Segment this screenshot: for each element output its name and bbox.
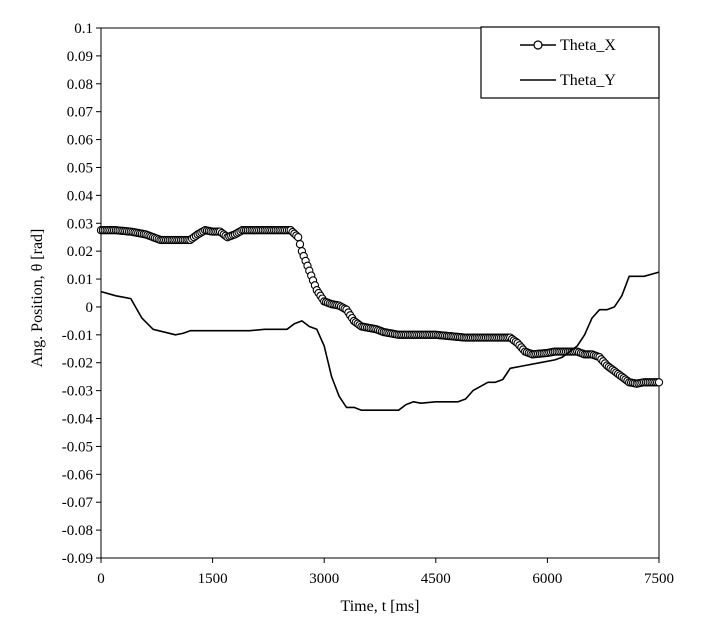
data-point bbox=[654, 378, 664, 387]
x-tick-label: 4500 bbox=[421, 571, 451, 587]
y-tick-label: 0.03 bbox=[67, 216, 93, 232]
y-tick-label: 0.05 bbox=[67, 160, 93, 176]
y-tick-label: -0.04 bbox=[62, 412, 94, 428]
series-layer bbox=[96, 226, 664, 412]
y-tick-label: -0.06 bbox=[62, 467, 94, 483]
legend-box bbox=[480, 26, 660, 99]
y-tick-label: 0.04 bbox=[67, 188, 94, 204]
y-tick-label: 0.1 bbox=[74, 21, 93, 37]
x-tick-label: 7500 bbox=[644, 571, 674, 587]
y-tick-label: -0.05 bbox=[62, 439, 93, 455]
y-tick-label: 0.07 bbox=[67, 105, 94, 121]
y-tick-label: 0.06 bbox=[67, 133, 94, 149]
y-tick-label: 0.08 bbox=[67, 77, 93, 93]
plot-area bbox=[100, 27, 660, 559]
y-tick-label: 0 bbox=[86, 300, 94, 316]
data-point bbox=[295, 240, 305, 249]
y-axis-title: Ang. Position, θ [rad] bbox=[29, 229, 46, 368]
y-tick-label: -0.02 bbox=[62, 356, 93, 372]
y-tick-label: -0.09 bbox=[62, 551, 93, 567]
x-axis-title: Time, t [ms] bbox=[341, 598, 420, 615]
y-tick-label: 0.01 bbox=[67, 272, 93, 288]
y-tick-label: -0.01 bbox=[62, 328, 93, 344]
series-markers-theta-x bbox=[96, 226, 664, 388]
legend: Theta_X Theta_Y bbox=[480, 26, 660, 99]
y-axis: 0.1 0.09 0.08 0.07 0.06 0.05 0.04 0.03 0.02 0.01 0… bbox=[62, 21, 101, 567]
data-point bbox=[294, 233, 303, 242]
x-tick-label: 1500 bbox=[198, 571, 228, 587]
y-tick-label: -0.03 bbox=[62, 384, 93, 400]
legend-label-theta-x: Theta_X bbox=[560, 37, 616, 54]
x-tick-label: 3000 bbox=[309, 571, 339, 587]
y-tick-label: -0.08 bbox=[62, 523, 93, 539]
x-tick-label: 0 bbox=[97, 571, 105, 587]
legend-marker-theta-x bbox=[533, 40, 543, 50]
y-tick-label: 0.09 bbox=[67, 49, 93, 65]
legend-label-theta-y: Theta_Y bbox=[560, 72, 616, 89]
x-tick-label: 6000 bbox=[532, 571, 562, 587]
series-line-theta-y bbox=[100, 271, 660, 412]
x-axis: 0 1500 3000 4500 6000 7500 bbox=[97, 558, 674, 587]
y-tick-label: -0.07 bbox=[62, 495, 94, 511]
y-tick-label: 0.02 bbox=[67, 244, 93, 260]
